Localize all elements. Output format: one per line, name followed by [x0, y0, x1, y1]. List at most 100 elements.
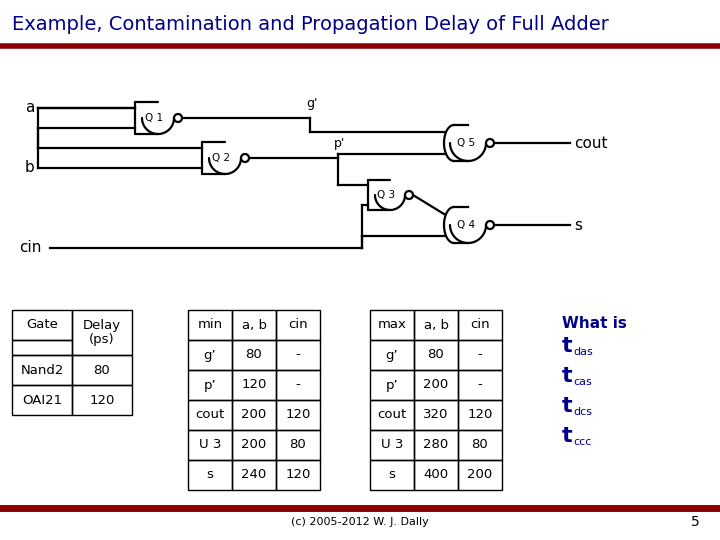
Text: p': p' — [334, 137, 346, 150]
Text: b: b — [25, 160, 35, 176]
Bar — [276, 340, 320, 370]
Bar — [276, 310, 320, 340]
Text: cout: cout — [377, 408, 407, 422]
Bar — [370, 400, 414, 430]
Text: 120: 120 — [285, 408, 311, 422]
Bar — [458, 400, 502, 430]
Bar — [458, 340, 502, 370]
Bar — [232, 340, 276, 370]
Bar — [188, 370, 232, 400]
Text: 200: 200 — [241, 408, 266, 422]
Text: U 3: U 3 — [199, 438, 221, 451]
Text: 80: 80 — [94, 363, 110, 376]
Bar — [232, 430, 276, 460]
Text: dcs: dcs — [573, 407, 592, 417]
Bar — [414, 460, 458, 490]
Text: 80: 80 — [428, 348, 444, 361]
Bar — [188, 400, 232, 430]
Bar — [414, 340, 458, 370]
Bar — [188, 460, 232, 490]
Text: 200: 200 — [467, 469, 492, 482]
Text: t: t — [562, 396, 572, 416]
Text: Example, Contamination and Propagation Delay of Full Adder: Example, Contamination and Propagation D… — [12, 16, 609, 35]
Bar — [188, 430, 232, 460]
Text: -: - — [296, 348, 300, 361]
Bar — [414, 310, 458, 340]
Bar — [414, 370, 458, 400]
Text: a, b: a, b — [423, 319, 449, 332]
Bar — [458, 310, 502, 340]
Circle shape — [174, 114, 182, 122]
Text: t: t — [562, 426, 572, 446]
Bar — [12, 385, 72, 415]
Bar — [458, 370, 502, 400]
Text: Nand2: Nand2 — [20, 363, 63, 376]
Text: 120: 120 — [241, 379, 266, 392]
Text: 120: 120 — [467, 408, 492, 422]
Text: g’: g’ — [386, 348, 398, 361]
Text: 80: 80 — [289, 438, 307, 451]
Bar — [188, 340, 232, 370]
Text: Q 1: Q 1 — [145, 113, 163, 123]
Text: 200: 200 — [423, 379, 449, 392]
Bar — [458, 430, 502, 460]
Text: s: s — [574, 218, 582, 233]
Text: a: a — [25, 100, 35, 116]
Text: das: das — [573, 347, 593, 357]
Text: Q 5: Q 5 — [457, 138, 475, 148]
Text: OAI21: OAI21 — [22, 394, 62, 407]
Text: p’: p’ — [386, 379, 398, 392]
Text: cin: cin — [470, 319, 490, 332]
Bar — [12, 340, 72, 355]
Text: 80: 80 — [472, 438, 488, 451]
Bar — [188, 310, 232, 340]
Bar — [232, 400, 276, 430]
Text: min: min — [197, 319, 222, 332]
Bar — [370, 370, 414, 400]
Bar — [414, 400, 458, 430]
Bar — [232, 460, 276, 490]
Bar — [414, 430, 458, 460]
Text: -: - — [296, 379, 300, 392]
Text: g’: g’ — [204, 348, 216, 361]
Text: 400: 400 — [423, 469, 449, 482]
Text: t: t — [562, 336, 572, 356]
Text: 120: 120 — [285, 469, 311, 482]
Text: Gate: Gate — [26, 319, 58, 332]
Bar — [276, 430, 320, 460]
Text: cin: cin — [288, 319, 308, 332]
Text: g': g' — [306, 97, 318, 110]
Text: Q 4: Q 4 — [457, 220, 475, 230]
Bar — [72, 310, 132, 355]
Text: max: max — [377, 319, 406, 332]
Bar — [276, 460, 320, 490]
Text: 5: 5 — [691, 515, 700, 529]
Bar — [370, 430, 414, 460]
Bar — [276, 370, 320, 400]
Bar — [370, 340, 414, 370]
Circle shape — [486, 139, 494, 147]
Circle shape — [486, 221, 494, 229]
Text: a, b: a, b — [241, 319, 266, 332]
Text: Delay
(ps): Delay (ps) — [83, 319, 121, 347]
Text: 320: 320 — [423, 408, 449, 422]
Text: 120: 120 — [89, 394, 114, 407]
Text: 280: 280 — [423, 438, 449, 451]
Text: cin: cin — [19, 240, 41, 255]
Text: U 3: U 3 — [381, 438, 403, 451]
Bar — [12, 355, 72, 385]
Bar — [370, 460, 414, 490]
Text: cout: cout — [574, 136, 608, 151]
Circle shape — [241, 154, 249, 162]
Bar — [232, 370, 276, 400]
Text: cout: cout — [195, 408, 225, 422]
Text: p’: p’ — [204, 379, 216, 392]
Text: cas: cas — [573, 377, 592, 387]
Bar — [370, 310, 414, 340]
Bar — [72, 355, 132, 385]
Text: What is: What is — [562, 316, 627, 331]
Text: s: s — [389, 469, 395, 482]
Text: Q 3: Q 3 — [377, 190, 395, 200]
Bar — [12, 310, 72, 340]
Text: 200: 200 — [241, 438, 266, 451]
